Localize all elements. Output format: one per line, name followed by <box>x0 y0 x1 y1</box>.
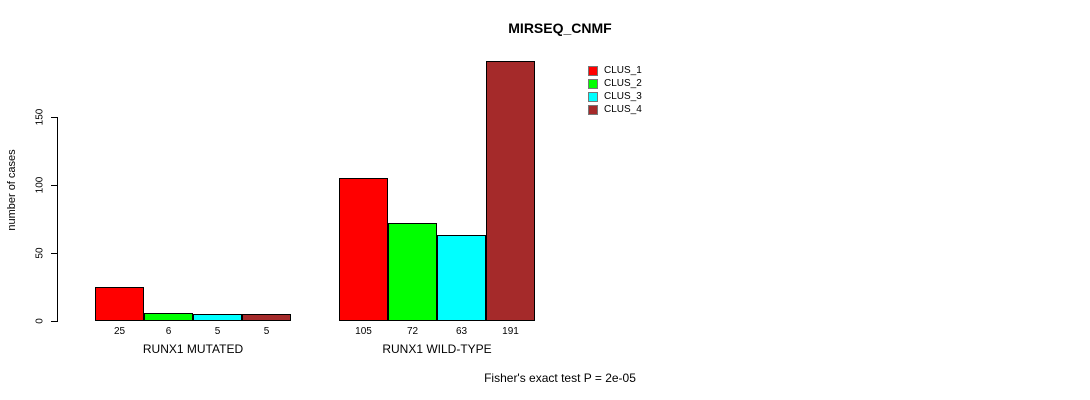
bar-value-label: 63 <box>455 326 468 337</box>
legend-swatch-clus_1 <box>588 66 598 76</box>
x-group-label: RUNX1 WILD-TYPE <box>382 342 492 356</box>
y-tick-mark <box>51 185 57 186</box>
x-group-label: RUNX1 MUTATED <box>142 342 244 356</box>
bar-clus_1-0 <box>95 287 144 321</box>
bar-clus_3-0 <box>193 314 242 321</box>
y-axis-line <box>57 117 58 322</box>
y-tick-label: 50 <box>34 247 46 259</box>
y-axis-label: number of cases <box>6 149 18 231</box>
legend-swatch-clus_4 <box>588 105 598 115</box>
bar-clus_2-0 <box>144 313 193 321</box>
chart-title: MIRSEQ_CNMF <box>508 20 612 36</box>
bar-value-label: 6 <box>165 326 172 337</box>
bar-clus_4-0 <box>242 314 291 321</box>
legend-swatch-clus_2 <box>588 79 598 89</box>
bar-clus_3-1 <box>437 235 486 321</box>
fisher-test-note: Fisher's exact test P = 2e-05 <box>484 371 636 385</box>
bar-value-label: 5 <box>214 326 221 337</box>
y-tick-label: 100 <box>34 176 46 194</box>
bar-value-label: 5 <box>263 326 270 337</box>
legend-swatch-clus_3 <box>588 92 598 102</box>
legend-label: CLUS_4 <box>604 104 642 115</box>
legend-label: CLUS_1 <box>604 65 642 76</box>
bar-value-label: 25 <box>113 326 126 337</box>
legend-label: CLUS_3 <box>604 91 642 102</box>
bar-clus_1-1 <box>339 178 388 321</box>
y-tick-mark <box>51 253 57 254</box>
y-tick-mark <box>51 117 57 118</box>
bar-value-label: 105 <box>355 326 372 337</box>
legend-label: CLUS_2 <box>604 78 642 89</box>
y-tick-label: 0 <box>34 318 46 324</box>
bar-value-label: 72 <box>406 326 419 337</box>
y-tick-label: 150 <box>34 108 46 126</box>
bar-clus_2-1 <box>388 223 437 321</box>
bar-value-label: 191 <box>502 326 519 337</box>
bar-clus_4-1 <box>486 61 535 321</box>
y-tick-mark <box>51 321 57 322</box>
